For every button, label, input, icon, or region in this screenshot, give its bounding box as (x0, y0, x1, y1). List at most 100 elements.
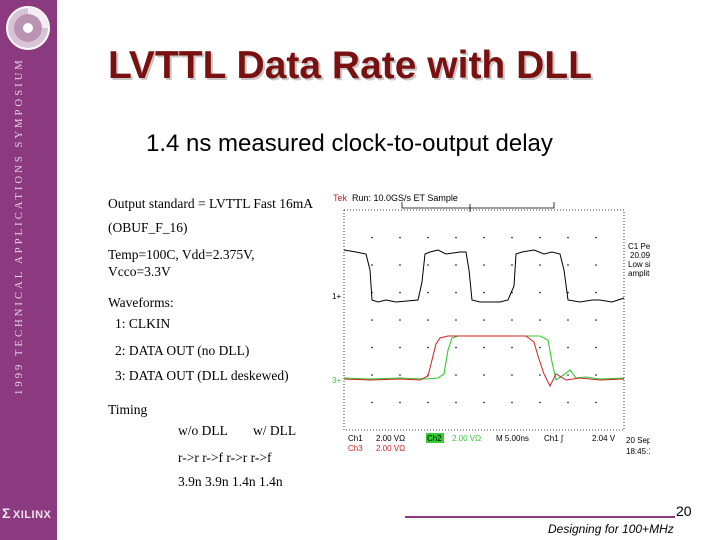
obuf-line: (OBUF_F_16) (108, 220, 188, 235)
grid-dot (567, 291, 569, 294)
ch3-scale: 2.00 VΩ (376, 444, 405, 453)
grid-dot (427, 264, 429, 266)
low-signal-note: Low signal (628, 260, 650, 269)
xilinx-mark-icon: Σ (2, 505, 11, 521)
output-standard-line: Output standard = LVTTL Fast 16mA (108, 196, 313, 211)
grid-dot (427, 291, 429, 294)
ch2-data-no-dll-trace (343, 335, 625, 381)
grid-dot (427, 236, 429, 239)
grid-dot (595, 236, 597, 239)
grid-dot (539, 264, 541, 266)
grid-dot (483, 401, 485, 404)
timing-heading: Timing (108, 402, 148, 417)
waveform-3: 3: DATA OUT (DLL deskewed) (115, 368, 289, 383)
grid-dot (399, 319, 401, 321)
grid-dot (511, 346, 513, 349)
grid-dot (595, 319, 597, 321)
waveform-2: 2: DATA OUT (no DLL) (115, 343, 250, 358)
grid-dot (595, 401, 597, 404)
grid-dot (371, 319, 373, 321)
ch2-label-box (426, 433, 444, 443)
grid-dot (539, 291, 541, 294)
sidebar-vertical-text: 1999 TECHNICAL APPLICATIONS SYMPOSIUM (14, 57, 25, 395)
ch2-label: Ch2 (427, 434, 442, 443)
footer-text: Designing for 100+MHz (548, 522, 674, 536)
grid-dot (567, 319, 569, 321)
grid-dot (539, 401, 541, 404)
grid-dot (371, 374, 373, 376)
grid-dot (455, 236, 457, 239)
grid-dot (371, 401, 373, 404)
page-number: 20 (676, 503, 692, 519)
footer-divider (405, 516, 675, 518)
grid-dot (427, 401, 429, 404)
timing-values-row: 3.9n 3.9n 1.4n 1.4n (178, 474, 283, 489)
c1-period-value: 20.09ns (630, 251, 650, 260)
waveform-1: 1: CLKIN (115, 316, 171, 331)
xilinx-logo-text: XILINX (12, 509, 52, 521)
c1-period-label: C1 Period (628, 242, 650, 251)
ch3-ground-marker: 3+ (332, 376, 341, 385)
grid-dot (511, 374, 513, 376)
grid-dot (483, 346, 485, 349)
grid-dot (455, 319, 457, 321)
grid-dot (483, 291, 485, 294)
grid-dot (427, 346, 429, 349)
ch2-scale: 2.00 VΩ (452, 434, 481, 443)
ch1-ground-marker: 1+ (332, 292, 341, 301)
scope-date: 20 Sep 1999 (626, 436, 650, 445)
ch1-scale: 2.00 VΩ (376, 434, 405, 443)
waveforms-heading: Waveforms: (108, 295, 174, 310)
grid-dot (399, 374, 401, 376)
grid-dot (455, 401, 457, 404)
grid-dot (455, 264, 457, 266)
grid-dot (371, 264, 373, 266)
grid-dot (455, 346, 457, 349)
grid-dot (567, 401, 569, 404)
amplitude-note: amplitude (628, 269, 650, 278)
ch3-data-dll-trace (343, 335, 625, 388)
grid-dot (371, 346, 373, 349)
grid-dot (483, 236, 485, 239)
trigger-position-bracket (401, 202, 555, 212)
oscilloscope-screenshot: Tek Run: 10.0GS/s ET Sample 1+ 3+ C1 Per… (332, 193, 650, 456)
grid-dot (539, 346, 541, 349)
grid-dot (399, 291, 401, 294)
scope-time: 18:45:14 (626, 447, 650, 456)
grid-dot (539, 236, 541, 239)
trigger-level: 2.04 V (592, 434, 616, 443)
timing-wo-dll: w/o DLL (178, 423, 228, 438)
grid-dot (483, 264, 485, 266)
grid-dot (595, 291, 597, 294)
trigger-source: Ch1 ∫ (544, 434, 564, 443)
grid-dot (483, 374, 485, 376)
grid-dot (427, 319, 429, 321)
timing-w-dll: w/ DLL (253, 423, 297, 438)
vcco-line: Vcco=3.3V (108, 264, 171, 279)
slide-subtitle: 1.4 ns measured clock-to-output delay (146, 130, 553, 157)
grid-dot (595, 264, 597, 266)
grid-dot (399, 264, 401, 266)
cd-disc-icon (6, 6, 50, 50)
grid-dot (511, 319, 513, 321)
grid-dot (567, 346, 569, 349)
grid-dot (567, 264, 569, 266)
scope-tek-label: Tek (333, 193, 348, 203)
ch3-label: Ch3 (348, 444, 363, 453)
grid-dot (567, 374, 569, 376)
grid-dot (399, 346, 401, 349)
xilinx-logo: Σ XILINX (2, 505, 51, 521)
grid-dot (399, 236, 401, 239)
timing-header-row: r->r r->f r->r r->f (178, 450, 272, 465)
grid-dot (511, 401, 513, 404)
grid-dot (399, 401, 401, 404)
scope-graticule (343, 209, 625, 431)
temp-line: Temp=100C, Vdd=2.375V, (108, 247, 255, 262)
grid-dot (567, 236, 569, 239)
ch1-clkin-trace (343, 249, 625, 303)
grid-dot (455, 374, 457, 376)
grid-dot (371, 236, 373, 239)
grid-dot (539, 319, 541, 321)
grid-dot (511, 264, 513, 266)
ch1-label: Ch1 (348, 434, 363, 443)
